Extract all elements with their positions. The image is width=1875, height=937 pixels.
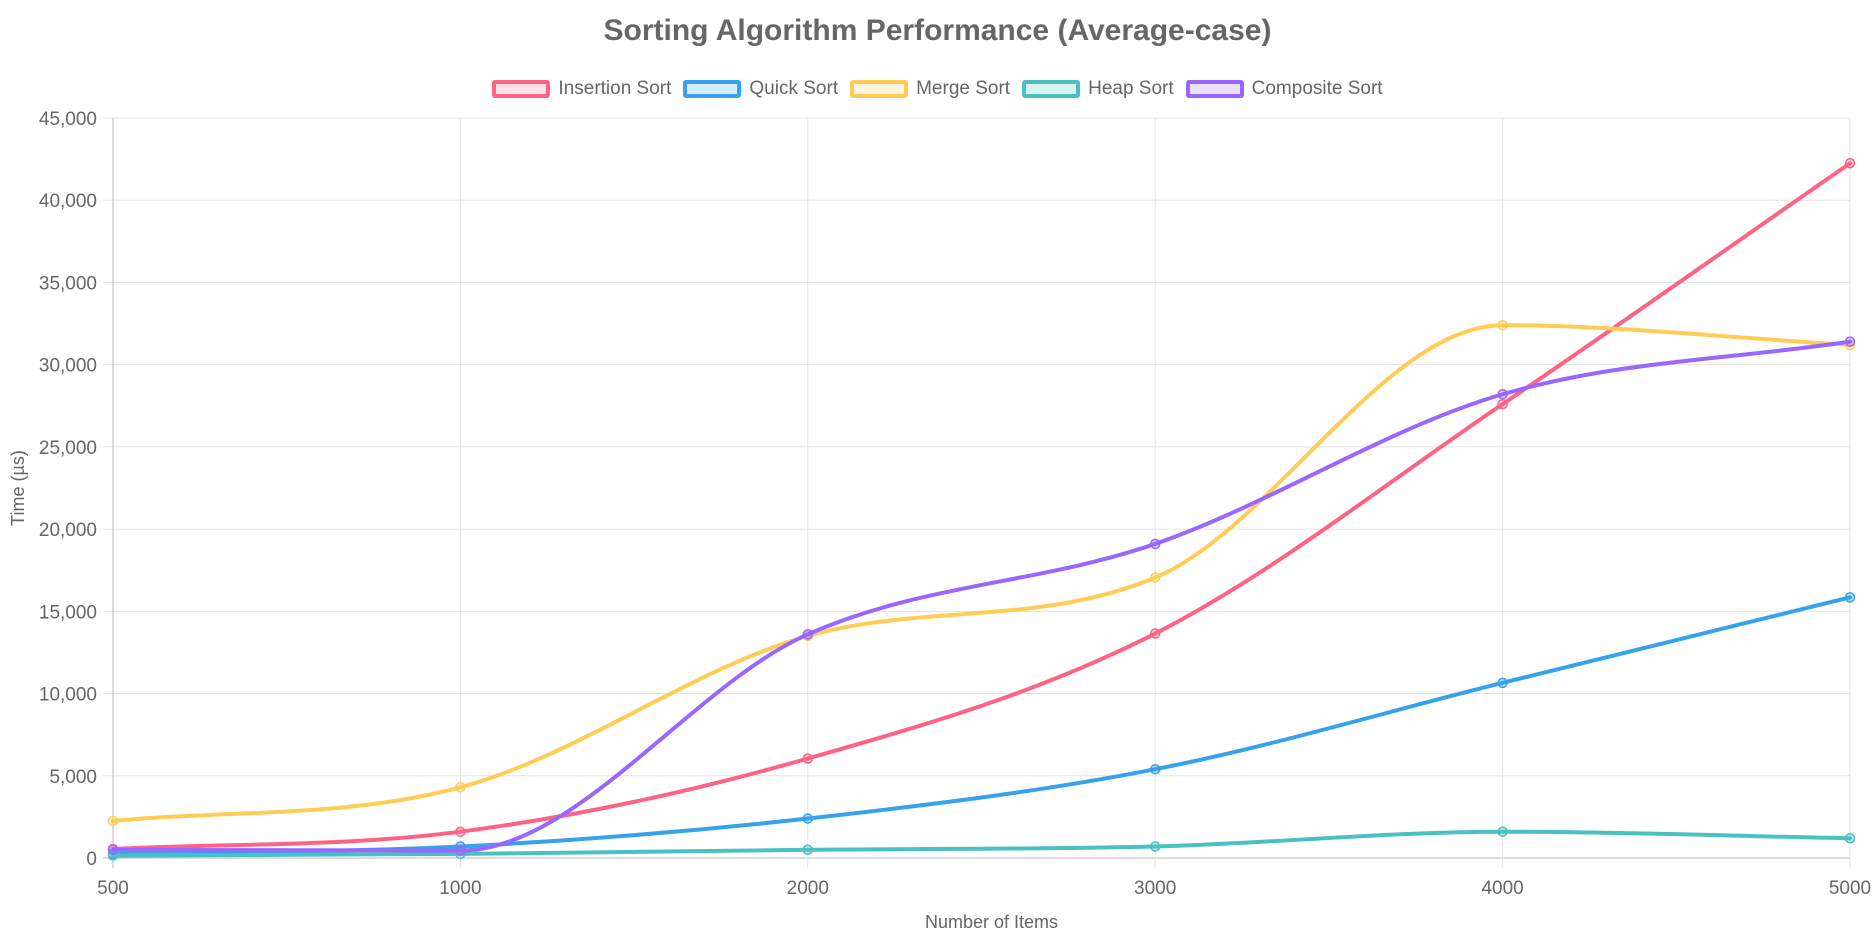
- legend-item-insertion-sort[interactable]: Insertion Sort: [492, 78, 671, 100]
- legend-item-merge-sort[interactable]: Merge Sort: [850, 78, 1010, 100]
- legend-item-quick-sort[interactable]: Quick Sort: [683, 78, 838, 100]
- y-tick-label: 45,000: [39, 109, 97, 130]
- x-tick-label: 2000: [787, 878, 829, 899]
- data-point-merge-sort: [455, 782, 466, 793]
- data-point-merge-sort: [1497, 319, 1508, 331]
- data-point-composite-sort: [1149, 538, 1161, 550]
- legend-label: Merge Sort: [916, 78, 1011, 99]
- data-point-composite-sort: [107, 844, 119, 856]
- series-line-insertion-sort: [111, 161, 1852, 851]
- data-point-insertion-sort: [1149, 628, 1161, 639]
- legend-swatch: [1185, 80, 1244, 98]
- series-line-composite-sort: [111, 339, 1852, 853]
- data-point-quick-sort: [802, 813, 814, 824]
- data-point-composite-sort: [1497, 389, 1508, 400]
- data-point-quick-sort: [1149, 763, 1161, 775]
- legend-label: Quick Sort: [749, 78, 839, 99]
- data-point-composite-sort: [1844, 336, 1856, 347]
- y-tick-label: 10,000: [39, 685, 97, 706]
- data-point-merge-sort: [107, 815, 119, 827]
- data-point-heap-sort: [1844, 833, 1856, 844]
- y-tick-label: 25,000: [39, 438, 97, 459]
- data-point-quick-sort: [1497, 677, 1508, 689]
- data-point-heap-sort: [802, 844, 814, 856]
- series-line-heap-sort: [111, 829, 1852, 858]
- y-axis-title: Time (µs): [8, 450, 28, 526]
- y-tick-label: 5,000: [49, 767, 97, 788]
- legend-swatch: [492, 80, 551, 98]
- x-tick-label: 4000: [1481, 878, 1523, 899]
- data-point-quick-sort: [1844, 592, 1856, 603]
- legend-item-heap-sort[interactable]: Heap Sort: [1022, 78, 1174, 100]
- y-tick-label: 30,000: [39, 356, 97, 377]
- legend-label: Heap Sort: [1088, 78, 1174, 99]
- y-tick-label: 20,000: [39, 520, 97, 541]
- legend-swatch: [1022, 80, 1081, 98]
- data-point-insertion-sort: [455, 826, 466, 837]
- data-point-insertion-sort: [1497, 398, 1508, 410]
- data-point-composite-sort: [802, 629, 814, 640]
- data-point-composite-sort: [455, 845, 466, 856]
- legend-label: Insertion Sort: [558, 78, 672, 99]
- legend: Insertion Sort Quick Sort Merge Sort Heap S…: [0, 78, 1875, 100]
- legend-item-composite-sort[interactable]: Composite Sort: [1185, 78, 1383, 100]
- y-tick-label: 15,000: [39, 602, 97, 623]
- data-point-insertion-sort: [802, 753, 814, 764]
- x-tick-label: 1000: [439, 878, 481, 899]
- data-point-insertion-sort: [1844, 157, 1856, 169]
- series-line-merge-sort: [111, 323, 1852, 823]
- y-tick-label: 0: [86, 849, 97, 870]
- y-tick-label: 40,000: [39, 191, 97, 212]
- y-tick-label: 35,000: [39, 273, 97, 294]
- data-point-heap-sort: [1497, 826, 1508, 837]
- legend-label: Composite Sort: [1251, 78, 1383, 99]
- data-point-merge-sort: [1149, 572, 1161, 583]
- x-axis-title: Number of Items: [925, 912, 1058, 932]
- data-point-heap-sort: [1149, 841, 1161, 852]
- x-tick-label: 500: [97, 878, 129, 899]
- series-line-quick-sort: [111, 595, 1852, 856]
- chart-title: Sorting Algorithm Performance (Average-c…: [603, 14, 1272, 47]
- legend-swatch: [850, 80, 909, 98]
- x-tick-label: 3000: [1134, 878, 1176, 899]
- x-tick-label: 5000: [1829, 878, 1871, 899]
- legend-swatch: [683, 80, 742, 98]
